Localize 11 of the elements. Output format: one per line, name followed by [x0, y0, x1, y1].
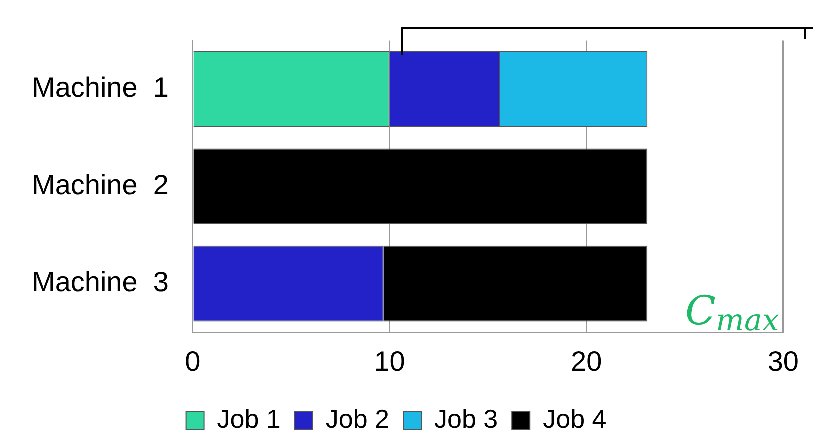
- y-tick-label: Machine 3: [32, 266, 169, 298]
- y-tick-label: Machine 2: [32, 169, 169, 200]
- legend-label: Job 2: [326, 404, 390, 434]
- x-tick-label: 10: [374, 346, 406, 377]
- legend-label: Job 1: [217, 404, 281, 434]
- x-tick-label: 0: [185, 346, 201, 377]
- y-tick-label: Machine 1: [32, 72, 169, 104]
- x-tick-label: 20: [571, 346, 602, 377]
- x-tick-label: 30: [768, 346, 800, 377]
- legend-label: Job 3: [434, 404, 498, 434]
- legend-label: Job 4: [543, 404, 607, 434]
